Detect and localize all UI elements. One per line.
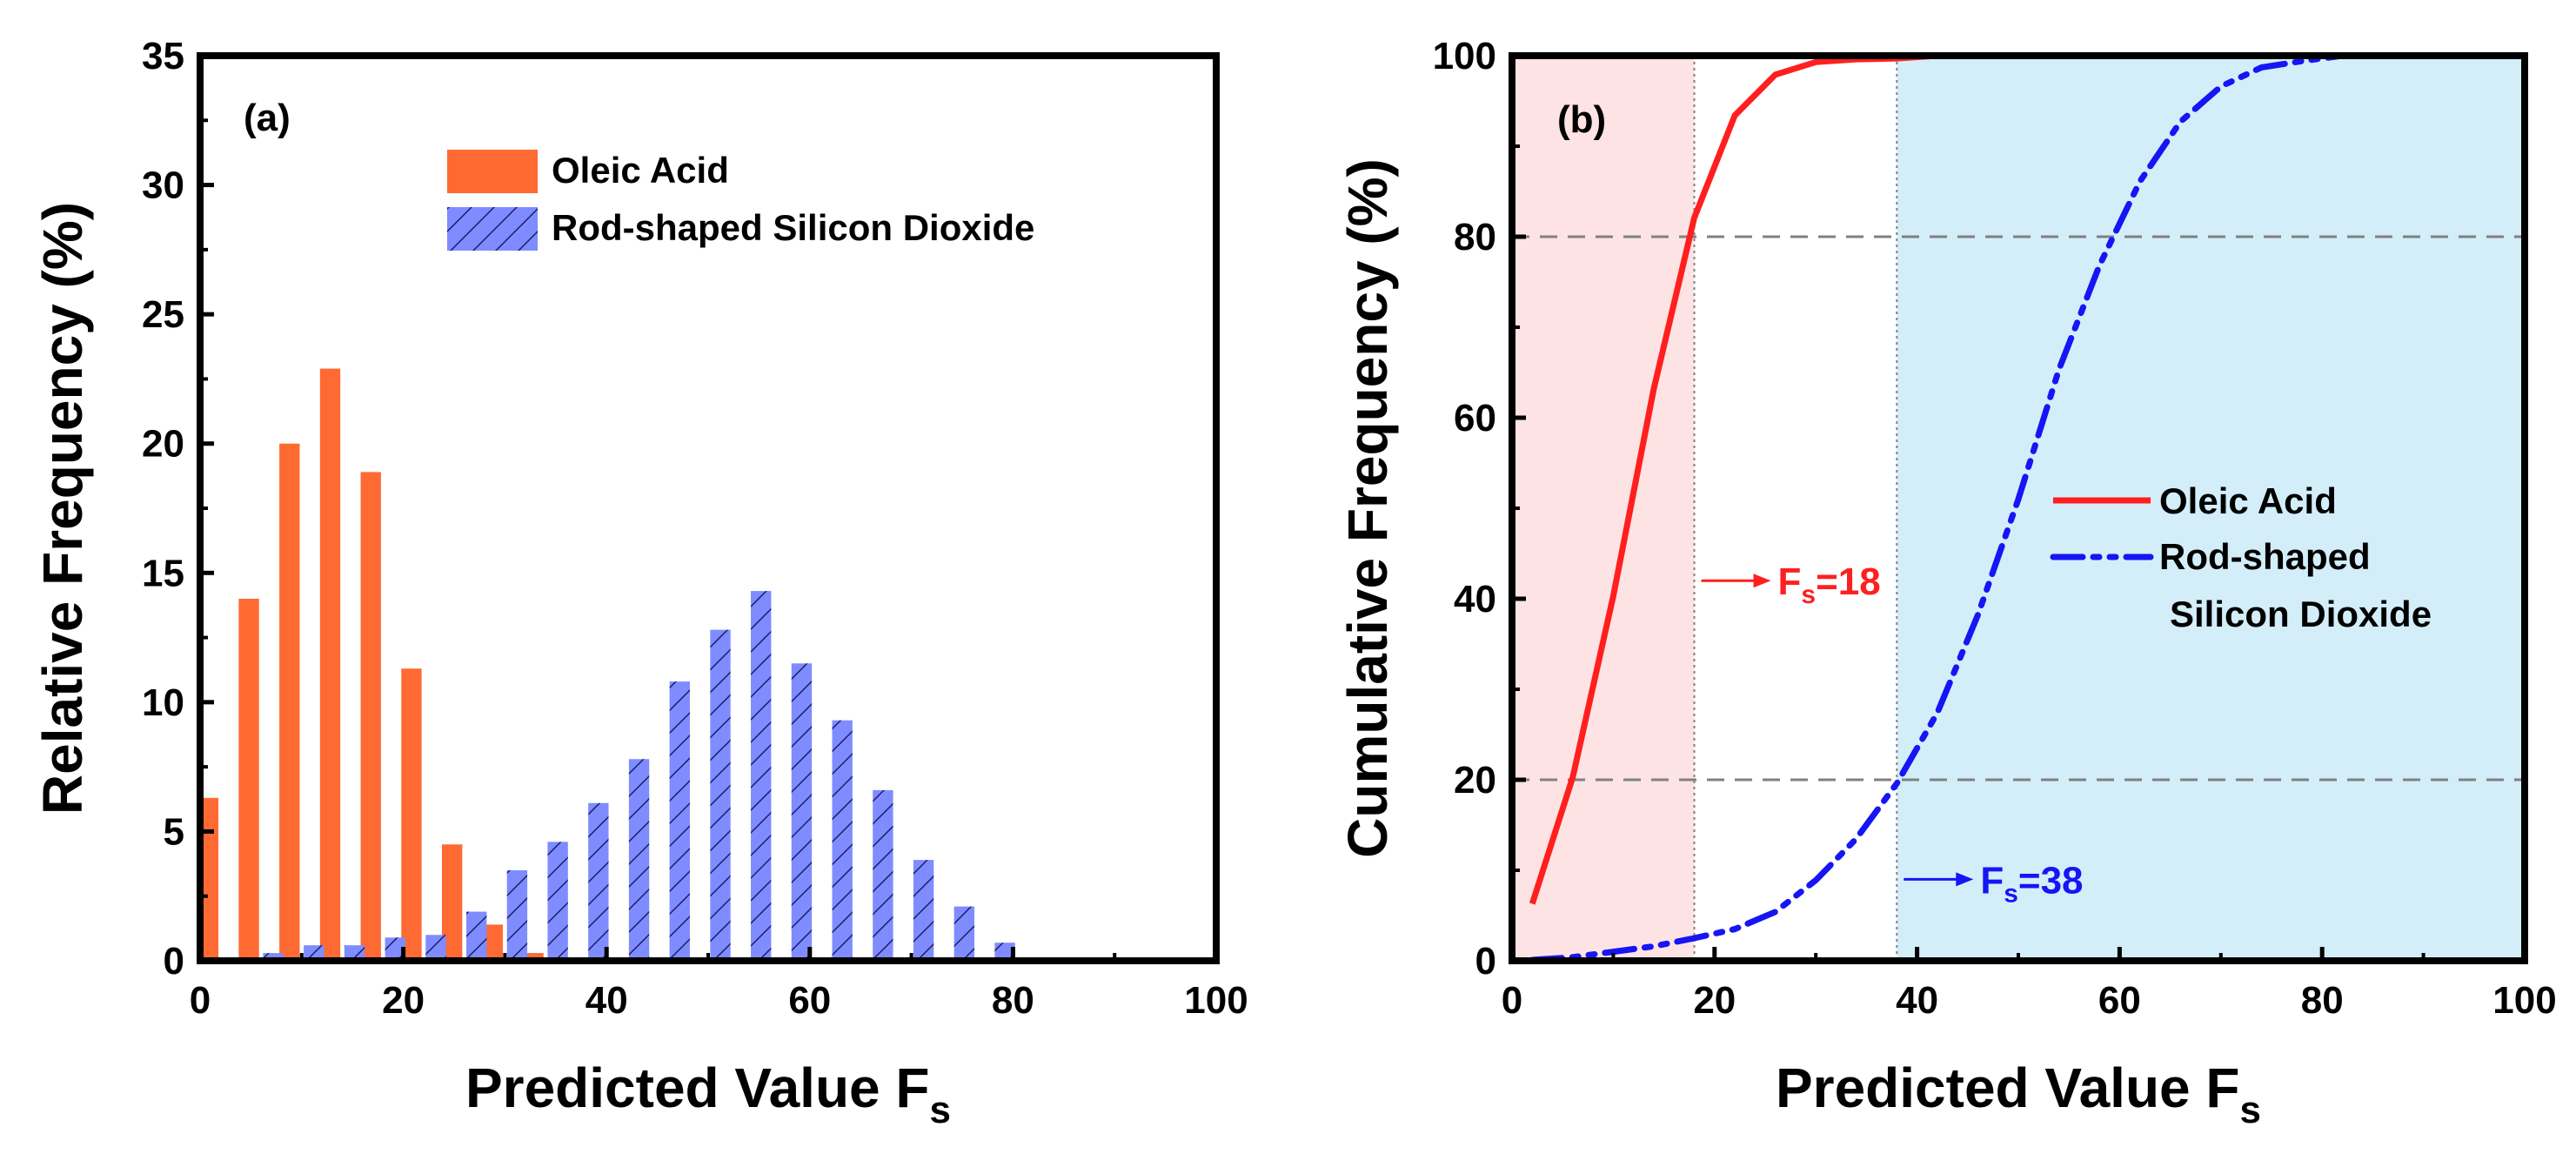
oleic-acid-shaded-region [1512,56,1695,961]
bar-rod-shaped-silicon-dioxide-11 [669,681,690,961]
histogram-legend: Oleic Acid Rod-shaped Silicon Dioxide [447,150,1034,251]
bar-rod-shaped-silicon-dioxide-18 [953,906,975,961]
bar-rod-shaped-silicon-dioxide-8 [547,842,568,961]
legend-swatch-rod-shaped-silicon-dioxide [447,207,538,251]
legend-label-oleic-acid: Oleic Acid [552,150,729,191]
bar-rod-shaped-silicon-dioxide-16 [873,789,893,961]
x-tick-label: 0 [1502,979,1522,1022]
y-tick-label: 80 [1454,216,1496,258]
y-tick-label: 15 [142,552,184,594]
y-tick-label: 0 [1475,940,1496,983]
fs18-annotation: Fs=18 [1701,560,1881,609]
bar-oleic-acid-4 [360,472,381,961]
histogram-bars [197,368,1015,961]
bar-rod-shaped-silicon-dioxide-17 [913,860,934,961]
bar-rod-shaped-silicon-dioxide-15 [832,720,853,961]
reference-dashed-lines [1512,235,2525,782]
cumulative-panel-label: (b) [1557,98,1606,141]
bar-rod-shaped-silicon-dioxide-7 [506,870,528,961]
cumulative-legend: Oleic Acid Rod-shaped Silicon Dioxide [2050,480,2432,634]
histogram-y-axis-label: Relative Frequency (%) [31,202,94,815]
y-tick-label: 20 [1454,759,1496,802]
x-tick-label: 20 [1693,979,1736,1022]
y-tick-label: 100 [1433,35,1496,77]
bar-rod-shaped-silicon-dioxide-12 [710,629,731,961]
x-tick-label: 20 [382,979,425,1022]
histogram-panel: 0 20 40 60 80 100 0 5 10 15 20 25 30 35 (a) Oleic Aci… [31,35,1248,1131]
x-tick-label: 80 [992,979,1034,1022]
legend-swatch-oleic-acid [447,150,538,193]
histogram-plot-frame [197,52,1220,964]
y-tick-label: 25 [142,293,184,336]
bar-rod-shaped-silicon-dioxide-6 [466,911,487,961]
bar-rod-shaped-silicon-dioxide-1 [263,953,284,961]
y-tick-label: 35 [142,35,184,77]
bar-oleic-acid-3 [319,368,341,961]
x-tick-label: 0 [190,979,211,1022]
y-tick-label: 0 [164,940,184,983]
bar-oleic-acid-1 [238,599,259,961]
bar-oleic-acid-2 [279,443,300,961]
bar-rod-shaped-silicon-dioxide-14 [791,663,813,961]
bar-rod-shaped-silicon-dioxide-9 [588,802,609,961]
histogram-panel-label: (a) [244,97,291,139]
bar-rod-shaped-silicon-dioxide-3 [344,945,365,961]
fs38-label: Fs=38 [1980,859,2083,908]
legend-label-rod-shaped-silicon-dioxide: Rod-shaped Silicon Dioxide [552,207,1034,248]
bar-rod-shaped-silicon-dioxide-2 [304,945,325,961]
cumulative-x-axis-label: Predicted Value Fs [1776,1057,2261,1131]
cumulative-axis-ticks: 0 20 40 60 80 100 0 20 40 60 80 100 [1433,35,2557,1022]
cumulative-plot-frame [1509,52,2528,964]
bar-rod-shaped-silicon-dioxide-5 [425,935,446,961]
bar-oleic-acid-5 [401,668,422,961]
y-tick-label: 10 [142,681,184,724]
cumulative-line-rod-shaped-silicon-dioxide [1529,52,2528,963]
y-tick-label: 40 [1454,578,1496,621]
y-tick-label: 5 [164,810,184,853]
legend-label-rod-shaped: Rod-shaped [2159,536,2371,577]
x-tick-label: 60 [2098,979,2141,1022]
x-tick-label: 100 [2492,979,2556,1022]
bar-rod-shaped-silicon-dioxide-4 [385,937,405,961]
fs18-arrowhead [1753,574,1771,588]
cumulative-y-axis-label: Cumulative Frequency (%) [1336,158,1399,858]
x-tick-label: 40 [1896,979,1938,1022]
histogram-x-axis-label: Predicted Value Fs [465,1057,951,1131]
x-tick-label: 40 [585,979,628,1022]
legend-label-oleic-acid: Oleic Acid [2159,480,2337,521]
cumulative-panel: 0 20 40 60 80 100 0 20 40 60 80 100 (b) Fs=18 Fs=38… [1336,35,2557,1131]
x-tick-label: 80 [2301,979,2344,1022]
bar-oleic-acid-7 [482,924,504,961]
fs38-arrowhead [1956,872,1974,887]
y-tick-label: 20 [142,423,184,466]
legend-label-silicon-dioxide: Silicon Dioxide [2170,594,2432,634]
x-tick-label: 100 [1184,979,1248,1022]
silicon-dioxide-shaded-region [1897,56,2525,961]
bar-rod-shaped-silicon-dioxide-10 [628,759,650,961]
bar-rod-shaped-silicon-dioxide-13 [751,591,772,961]
y-tick-label: 60 [1454,397,1496,439]
bar-oleic-acid-8 [523,953,544,961]
bar-rod-shaped-silicon-dioxide-19 [994,943,1015,961]
bar-oleic-acid-6 [441,844,463,961]
y-tick-label: 30 [142,164,184,207]
region-boundary-lines [1693,56,1898,961]
x-tick-label: 60 [788,979,831,1022]
fs38-annotation: Fs=38 [1904,859,2084,908]
fs18-label: Fs=18 [1778,560,1881,609]
